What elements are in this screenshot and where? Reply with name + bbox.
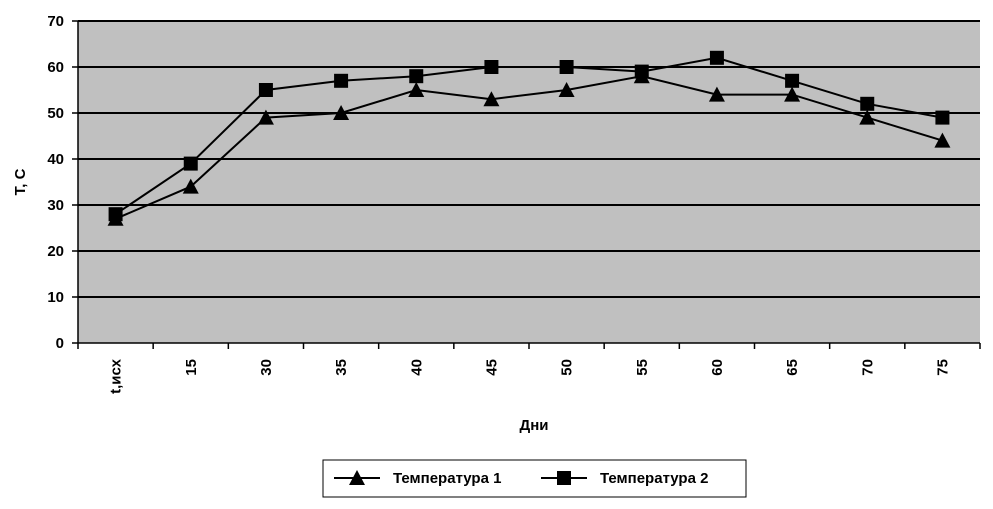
data-point-square bbox=[409, 69, 424, 84]
data-point-square bbox=[484, 60, 499, 74]
data-point-square bbox=[634, 64, 649, 79]
x-tick-label: t,исх bbox=[108, 358, 125, 394]
x-tick-label: 50 bbox=[559, 359, 576, 376]
data-point-square bbox=[108, 207, 123, 222]
data-point-square bbox=[334, 73, 349, 88]
data-point-triangle bbox=[483, 91, 500, 107]
legend-item-1: Температура 1 bbox=[334, 470, 501, 487]
x-tick-label: 45 bbox=[483, 359, 500, 376]
data-point-triangle bbox=[257, 109, 274, 125]
data-point-triangle bbox=[333, 105, 350, 120]
y-tick-label: 0 bbox=[56, 335, 64, 352]
data-point-triangle bbox=[784, 86, 801, 102]
x-tick-label: 40 bbox=[408, 359, 425, 376]
data-point-square bbox=[709, 50, 724, 65]
data-point-triangle bbox=[934, 132, 951, 148]
data-point-square bbox=[258, 83, 273, 97]
legend-label: Температура 1 bbox=[393, 470, 501, 487]
data-point-square bbox=[785, 73, 800, 88]
x-tick-label: 30 bbox=[258, 359, 275, 376]
x-tick-label: 15 bbox=[183, 359, 200, 376]
y-tick-label: 30 bbox=[47, 197, 64, 214]
data-point-triangle bbox=[859, 109, 876, 125]
y-tick-label: 40 bbox=[47, 151, 64, 168]
data-point-triangle bbox=[558, 82, 575, 97]
series-2 bbox=[108, 50, 950, 222]
data-point-square bbox=[557, 471, 571, 485]
x-tick-label: 65 bbox=[784, 359, 801, 376]
data-point-triangle bbox=[349, 470, 365, 485]
series-line bbox=[115, 56, 943, 216]
legend-label: Температура 2 bbox=[600, 470, 708, 487]
data-point-triangle bbox=[182, 178, 199, 194]
x-tick-label: 70 bbox=[859, 359, 876, 376]
data-point-triangle bbox=[708, 86, 725, 102]
series-1 bbox=[107, 68, 951, 226]
series-layer bbox=[107, 50, 951, 226]
legend-box bbox=[322, 459, 747, 498]
data-point-square bbox=[860, 96, 875, 111]
legend-item-2: Температура 2 bbox=[541, 470, 708, 487]
legend: Температура 1 Температура 2 bbox=[322, 459, 747, 498]
x-tick-label: 35 bbox=[333, 359, 350, 376]
plot-area bbox=[78, 21, 980, 343]
axes bbox=[72, 20, 981, 349]
series-line bbox=[115, 75, 943, 220]
y-tick-label: 10 bbox=[47, 289, 64, 306]
y-axis-label: Т, С bbox=[12, 168, 29, 195]
y-tick-label: 20 bbox=[47, 243, 64, 260]
data-point-triangle bbox=[408, 82, 425, 97]
y-tick-label: 70 bbox=[47, 13, 64, 30]
x-axis-label: Дни bbox=[520, 417, 549, 434]
tick-labels: 0 10 20 30 40 50 60 70 t,исх 15 30 35 40 45 50 55 60 65 70… bbox=[47, 13, 951, 394]
y-tick-label: 60 bbox=[47, 59, 64, 76]
data-point-square bbox=[935, 110, 950, 125]
x-tick-label: 55 bbox=[634, 359, 651, 376]
data-point-square bbox=[183, 156, 198, 171]
x-tick-label: 75 bbox=[934, 359, 951, 376]
x-tick-label: 60 bbox=[709, 359, 726, 376]
data-point-square bbox=[559, 60, 574, 74]
y-tick-label: 50 bbox=[47, 105, 64, 122]
